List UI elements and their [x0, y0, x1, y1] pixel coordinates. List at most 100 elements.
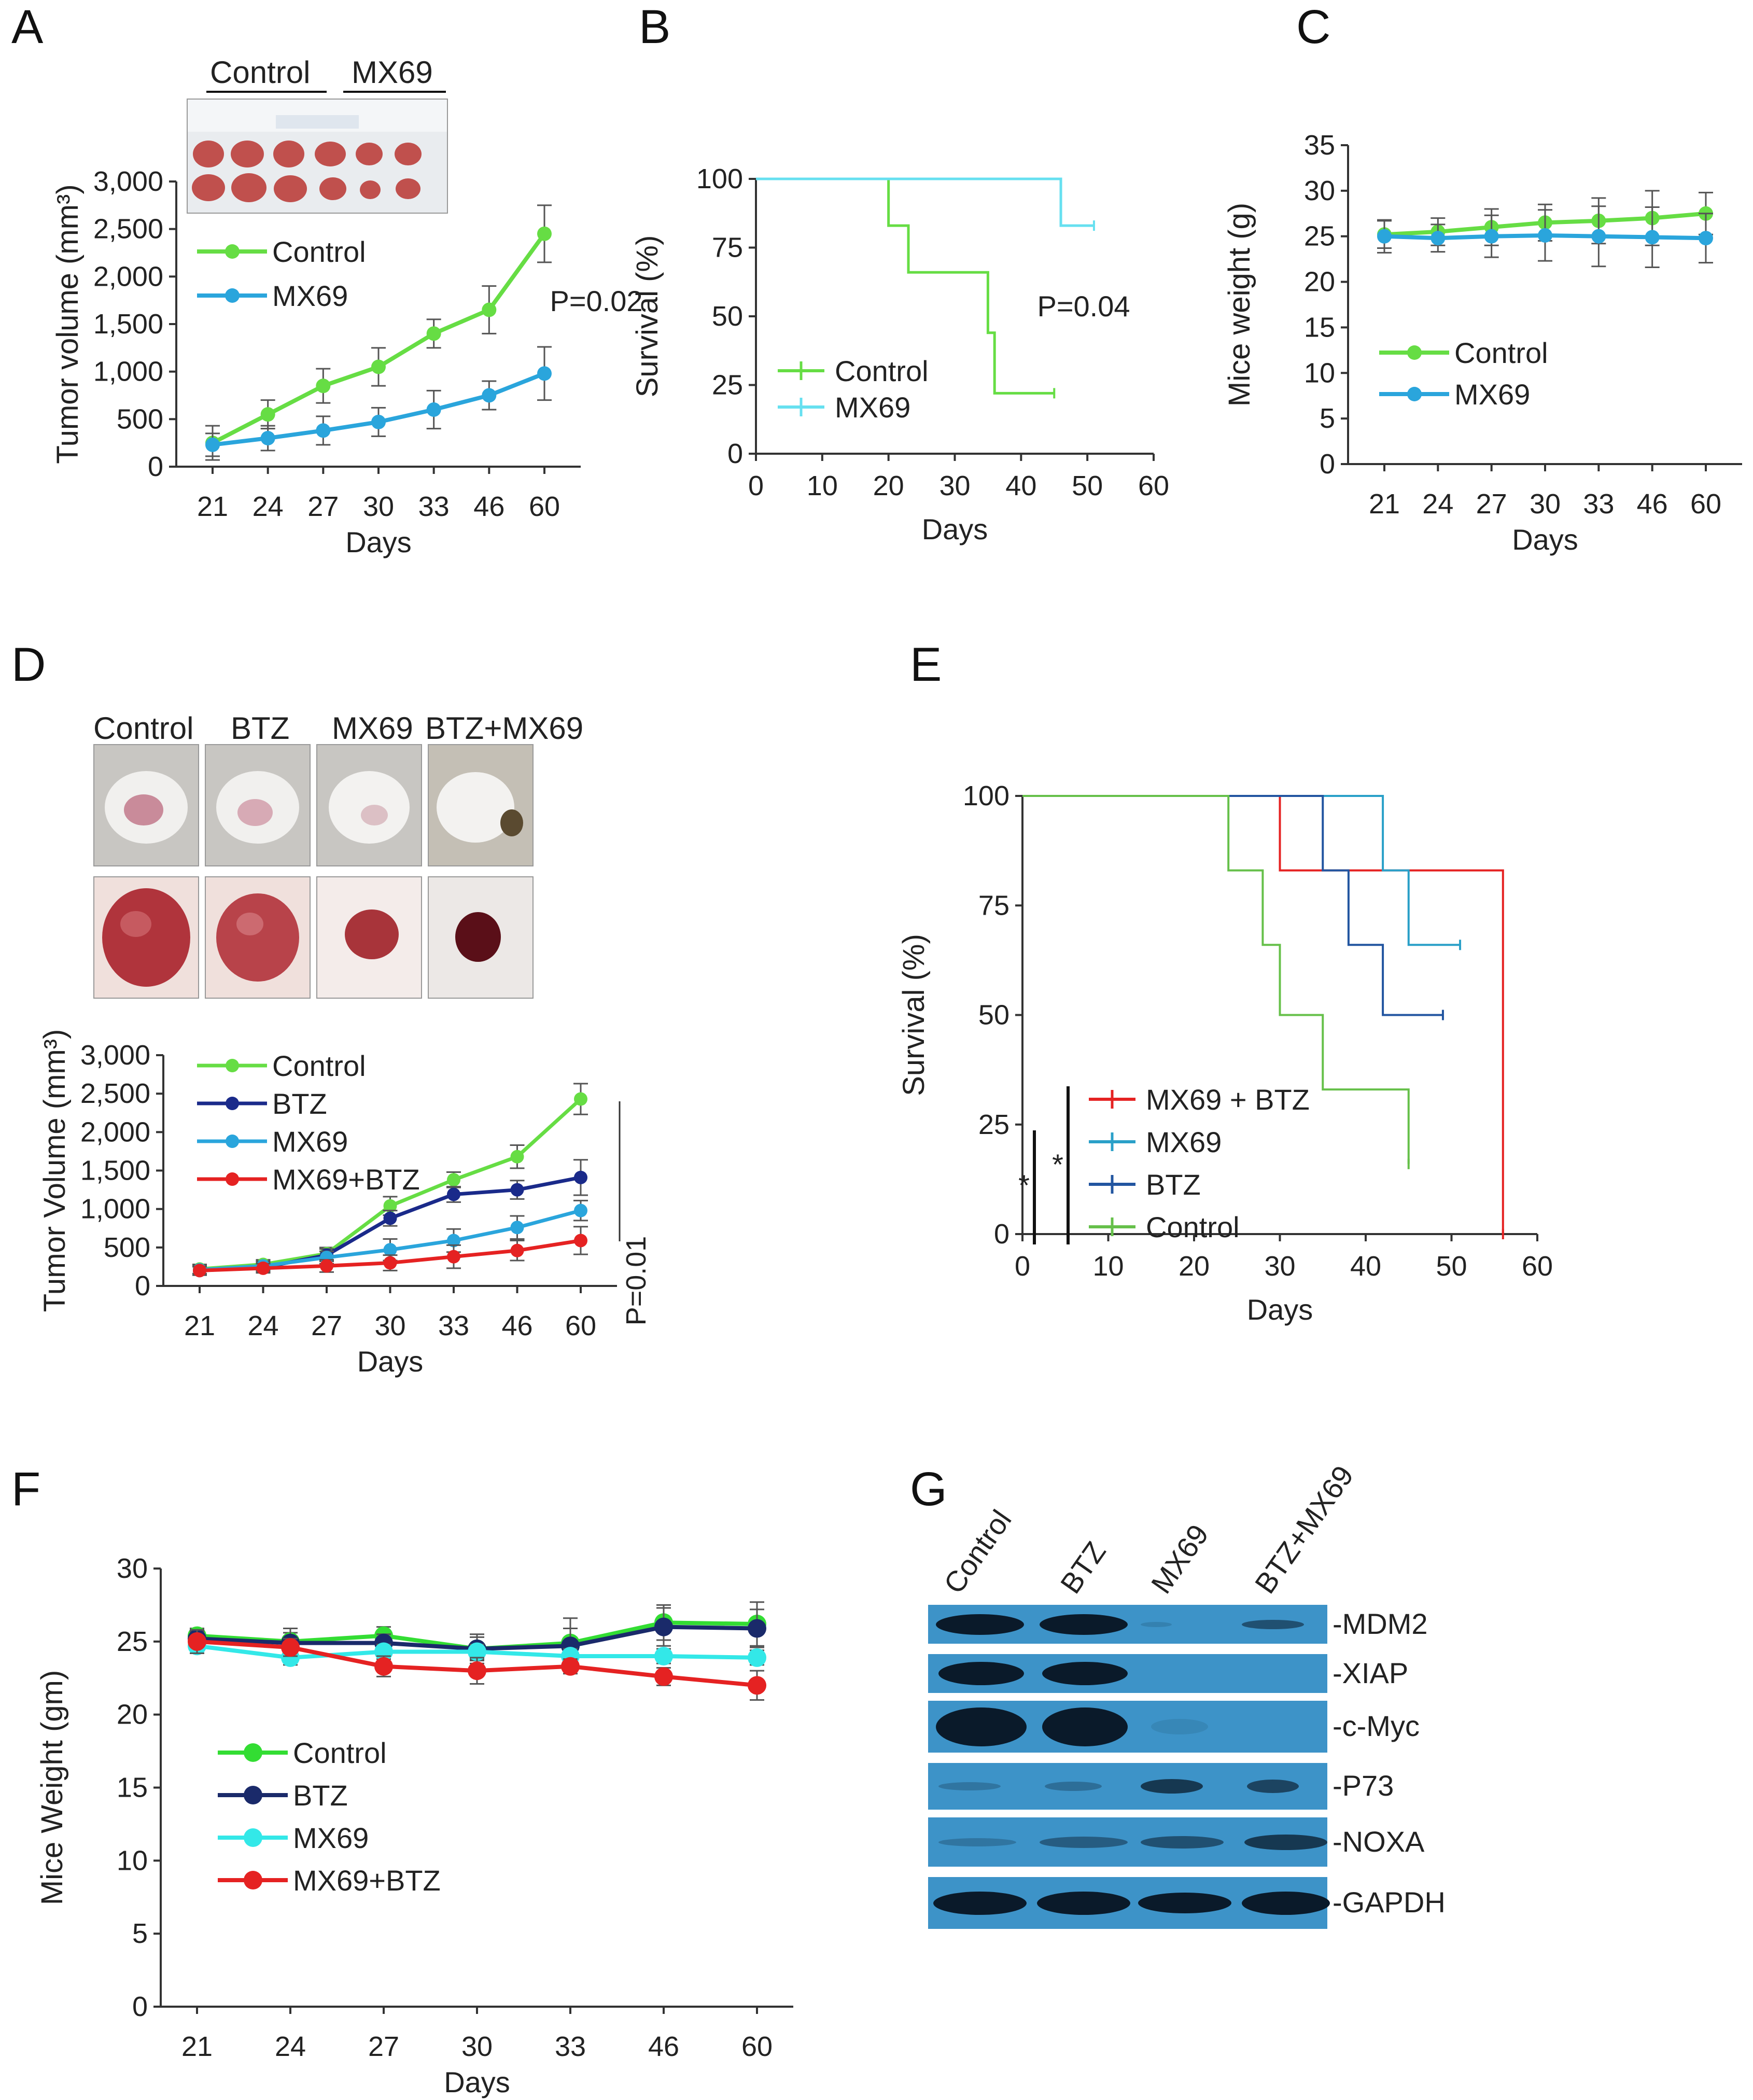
chart-b-legend-label: MX69 [835, 391, 910, 424]
chart-a-point [371, 359, 386, 374]
chart-d-point [574, 1170, 587, 1184]
chart-b-x-label: Days [922, 513, 988, 545]
chart-f-legend-label: MX69+BTZ [293, 1864, 441, 1897]
chart-f-point [468, 1642, 486, 1661]
chart-a-legend-label: Control [272, 235, 366, 268]
blot-band [1244, 1834, 1327, 1850]
tumor-photo-combo [428, 876, 534, 999]
chart-a-y-tick-label: 1,500 [93, 309, 163, 340]
chart-d-legend-label: BTZ [272, 1087, 327, 1120]
panel-label-a: A [11, 1, 44, 53]
chart-e-y-tick-label: 100 [963, 780, 1009, 811]
tumor-photo-control [93, 876, 199, 999]
chart-b-y-tick-label: 75 [712, 232, 743, 263]
chart-e-x-tick-label: 30 [1264, 1251, 1295, 1282]
chart-a-point [316, 379, 331, 394]
chart-e-legend-label: BTZ [1146, 1168, 1201, 1201]
chart-c-x-tick-label: 60 [1690, 488, 1721, 520]
chart-b-y-label: Survival (%) [630, 235, 664, 398]
chart-e-x-label: Days [1247, 1293, 1313, 1326]
chart-c-point [1645, 230, 1660, 245]
chart-f-y-tick-label: 30 [117, 1553, 148, 1584]
chart-d-point [383, 1199, 397, 1213]
chart-f-legend-marker [244, 1828, 262, 1847]
chart-d-point [447, 1250, 460, 1264]
chart-d-y-tick-label: 3,000 [80, 1040, 150, 1071]
chart-a-x-tick-label: 27 [307, 491, 339, 522]
chart-a-x-label: Days [345, 526, 412, 558]
chart-d-pvalue: P=0.01 [621, 1236, 652, 1326]
chart-b-x-tick-label: 50 [1072, 470, 1103, 501]
chart-a-y-tick-label: 500 [117, 403, 163, 435]
chart-f-x-tick-label: 21 [181, 2031, 213, 2062]
chart-d-y-tick-label: 0 [135, 1270, 150, 1301]
blot-band [1138, 1893, 1231, 1913]
chart-a-legend-marker [225, 244, 240, 259]
chart-d-y-tick-label: 500 [104, 1232, 150, 1263]
chart-c-x-tick-label: 27 [1476, 488, 1507, 520]
chart-f-point [188, 1632, 206, 1651]
chart-e-x-tick-label: 60 [1522, 1251, 1553, 1282]
chart-d-point [447, 1173, 460, 1187]
chart-e-x-tick-label: 40 [1350, 1251, 1381, 1282]
chart-e-y-label: Survival (%) [897, 934, 931, 1096]
chart-e-y-tick-label: 75 [978, 890, 1009, 921]
chart-d-x-label: Days [357, 1345, 424, 1378]
chart-a-y-tick-label: 3,000 [93, 166, 163, 197]
chart-d-x-tick-label: 46 [501, 1310, 532, 1341]
blot-label-p73: -P73 [1333, 1769, 1394, 1802]
chart-e-legend-label: MX69 [1146, 1126, 1222, 1158]
chart-e-y-tick-label: 50 [978, 1000, 1009, 1031]
chart-c-y-tick-label: 5 [1320, 403, 1335, 434]
chart-c-point [1484, 229, 1499, 244]
chart-f-x-label: Days [444, 2066, 510, 2098]
chart-c-legend-marker [1407, 387, 1422, 401]
chart-c-x-tick-label: 21 [1369, 488, 1400, 520]
blot-row-c-myc [928, 1701, 1327, 1753]
blot-band [936, 1707, 1027, 1746]
blot-label-noxa: -NOXA [1333, 1825, 1425, 1858]
blot-row-mdm2 [928, 1605, 1327, 1644]
chart-c-point [1591, 229, 1606, 244]
blot-label-c-myc: -c-Myc [1333, 1710, 1420, 1742]
chart-e-x-tick-label: 50 [1436, 1251, 1467, 1282]
chart-a-x-tick-label: 21 [197, 491, 228, 522]
chart-b-y-tick-label: 25 [712, 370, 743, 401]
blot-label-gapdh: -GAPDH [1333, 1886, 1446, 1919]
chart-c-legend-marker [1407, 345, 1422, 360]
panel-label-b: B [639, 1, 671, 53]
photo-a-bracket-mx69 [343, 91, 446, 93]
panel-label-e: E [910, 638, 942, 691]
chart-f-point [654, 1617, 673, 1636]
chart-a-point [371, 414, 386, 429]
chart-d-x-tick-label: 21 [184, 1310, 215, 1341]
chart-d-y-label: Tumor Volume (mm³) [38, 1029, 72, 1312]
chart-f-point [748, 1619, 766, 1638]
panel-label-f: F [11, 1463, 41, 1516]
chart-b-survival-curve [756, 177, 1055, 395]
chart-e-survival-curve [1022, 795, 1443, 1016]
chart-a-y-label: Tumor volume (mm³) [51, 184, 85, 464]
chart-b-x-tick-label: 40 [1005, 470, 1036, 501]
chart-e-legend-label: MX69 + BTZ [1146, 1083, 1310, 1116]
photo-a-group-control: Control [210, 55, 311, 90]
chart-f-y-tick-label: 15 [117, 1772, 148, 1803]
chart-a-x-tick-label: 24 [253, 491, 284, 522]
blot-band [1037, 1891, 1130, 1915]
photo-d-label-mx69: MX69 [332, 711, 413, 746]
chart-f-legend-marker [244, 1786, 262, 1804]
chart-c-y-label: Mice weight (g) [1223, 203, 1256, 407]
chart-f-point [281, 1638, 300, 1657]
chart-c-y-tick-label: 20 [1304, 267, 1335, 298]
blot-row-p73 [928, 1763, 1327, 1810]
chart-a-pvalue: P=0.02 [550, 285, 642, 317]
blot-band [1242, 1891, 1330, 1915]
chart-f-point [374, 1657, 393, 1676]
chart-a-point [260, 407, 275, 422]
chart-f-legend-label: MX69 [293, 1822, 369, 1854]
chart-a-point [260, 431, 275, 445]
chart-c-x-tick-label: 46 [1637, 488, 1668, 520]
chart-f-y-tick-label: 25 [117, 1626, 148, 1657]
chart-d-legend-marker [226, 1172, 239, 1186]
